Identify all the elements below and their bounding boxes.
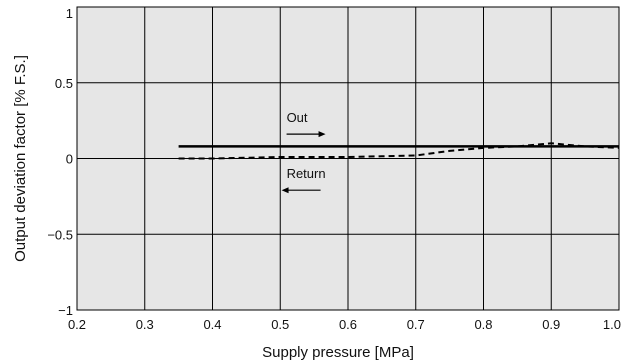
y-axis-label: Output deviation factor [% F.S.] <box>12 55 29 262</box>
x-tick-label: 1.0 <box>603 317 621 332</box>
x-tick-label: 0.8 <box>474 317 492 332</box>
x-tick-label: 0.7 <box>407 317 425 332</box>
y-tick-label: 0 <box>66 152 73 167</box>
x-tick-label: 0.5 <box>271 317 289 332</box>
y-tick-label: −1 <box>58 303 73 318</box>
y-tick-label: 0.5 <box>55 76 73 91</box>
plot-frame <box>76 6 620 311</box>
x-tick-label: 0.2 <box>68 317 86 332</box>
series-line-return <box>178 142 620 160</box>
series-lines <box>178 142 620 160</box>
annotation-arrowhead-icon <box>281 187 289 194</box>
x-tick-label: 0.3 <box>136 317 154 332</box>
y-tick-labels: 1 0.5 0 −0.5 −1 <box>47 6 73 318</box>
annotation-arrowhead-icon <box>318 131 326 138</box>
y-tick-label: −0.5 <box>47 227 73 242</box>
y-tick-label: 1 <box>66 6 73 21</box>
x-tick-label: 0.4 <box>203 317 221 332</box>
annotations: Out Return <box>281 110 326 194</box>
x-tick-labels: 0.2 0.3 0.4 0.5 0.6 0.7 0.8 0.9 1.0 <box>68 317 621 332</box>
x-tick-label: 0.9 <box>542 317 560 332</box>
x-tick-label: 0.6 <box>339 317 357 332</box>
annotation-out: Out <box>287 110 308 125</box>
x-axis-label: Supply pressure [MPa] <box>262 344 414 361</box>
annotation-return: Return <box>287 166 326 181</box>
